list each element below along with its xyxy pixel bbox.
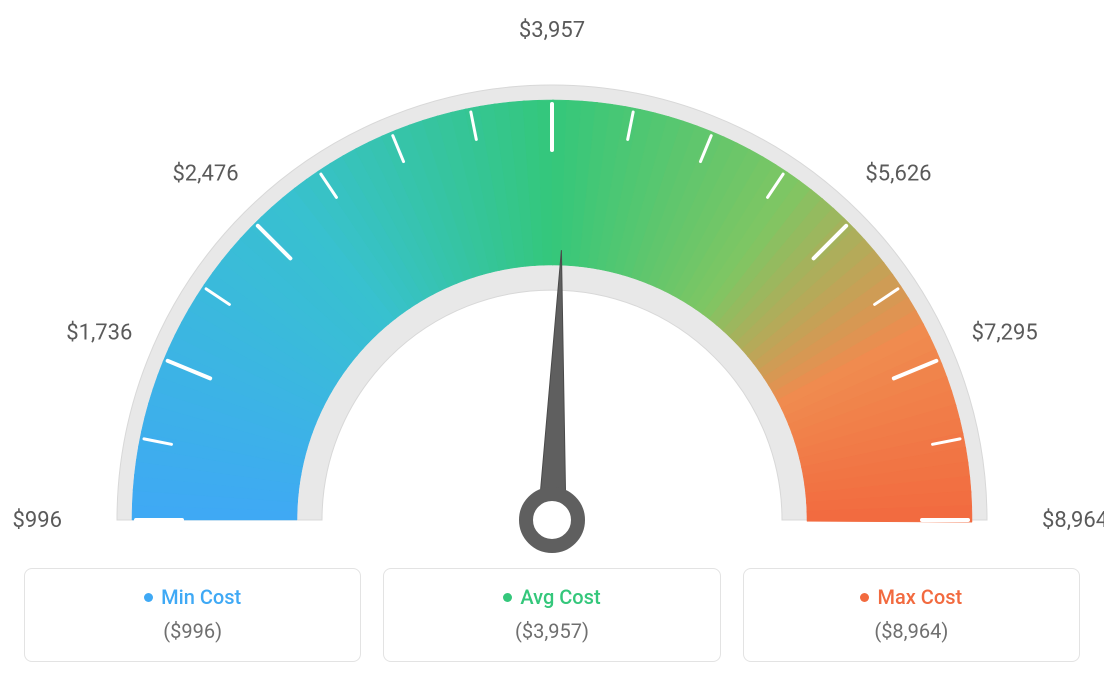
gauge-needle-hub xyxy=(526,494,578,546)
gauge-tick-label: $996 xyxy=(13,508,62,533)
legend-value-min: ($996) xyxy=(35,619,350,643)
legend-value-avg: ($3,957) xyxy=(394,619,709,643)
dot-icon-avg xyxy=(503,593,512,602)
gauge-tick-label: $3,957 xyxy=(519,18,585,43)
gauge-container: $996 $1,736 $2,476 $3,957 $5,626 $7,295 $8,964 xyxy=(0,0,1104,560)
legend-card-max: Max Cost ($8,964) xyxy=(743,568,1080,662)
legend-label-avg-text: Avg Cost xyxy=(520,585,600,609)
gauge-tick-label: $7,295 xyxy=(972,320,1038,345)
gauge-tick-label: $5,626 xyxy=(865,162,931,187)
legend-label-min: Min Cost xyxy=(144,585,241,609)
legend-label-min-text: Min Cost xyxy=(161,585,241,609)
legend-label-avg: Avg Cost xyxy=(503,585,600,609)
gauge-tick-label: $8,964 xyxy=(1042,508,1104,533)
gauge-tick-label: $1,736 xyxy=(66,320,132,345)
legend-label-max: Max Cost xyxy=(860,585,962,609)
legend-row: Min Cost ($996) Avg Cost ($3,957) Max Co… xyxy=(24,568,1080,662)
dot-icon-max xyxy=(860,593,869,602)
gauge-tick-label: $2,476 xyxy=(172,162,238,187)
dot-icon-min xyxy=(144,593,153,602)
legend-card-min: Min Cost ($996) xyxy=(24,568,361,662)
gauge-svg: $996 $1,736 $2,476 $3,957 $5,626 $7,295 $8,964 xyxy=(0,0,1104,560)
legend-card-avg: Avg Cost ($3,957) xyxy=(383,568,720,662)
legend-label-max-text: Max Cost xyxy=(877,585,962,609)
legend-value-max: ($8,964) xyxy=(754,619,1069,643)
